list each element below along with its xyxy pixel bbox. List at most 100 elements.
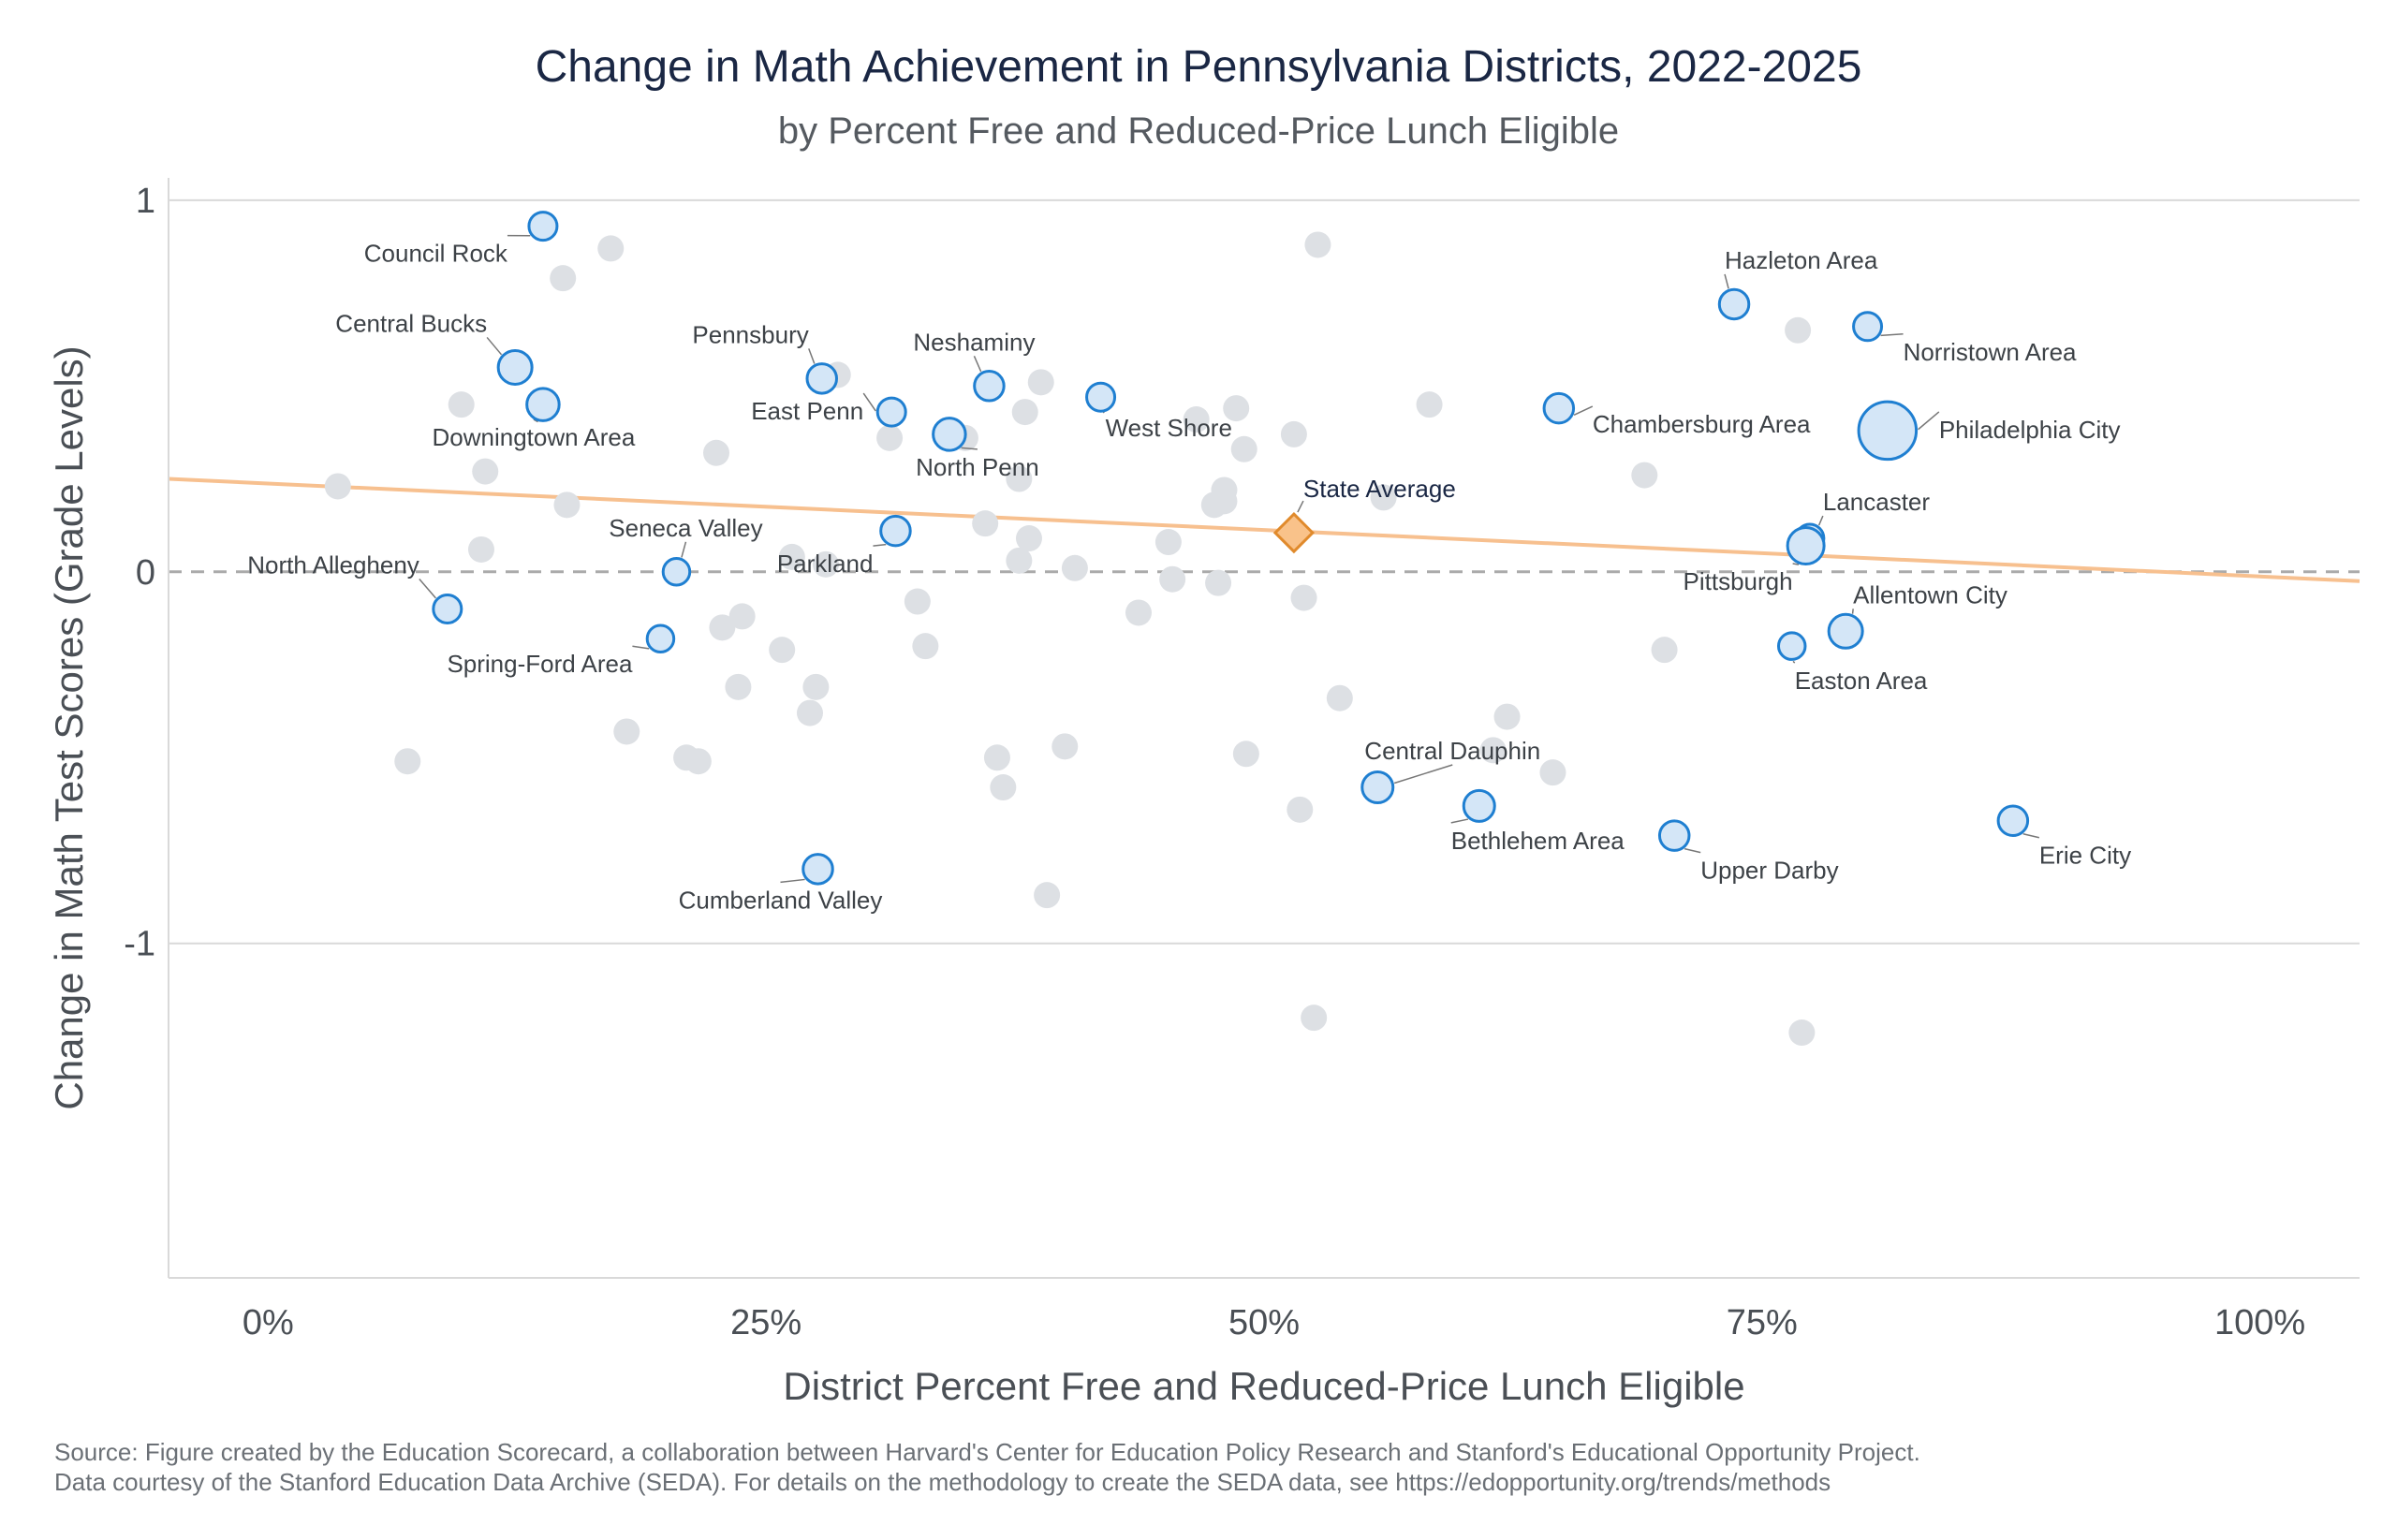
district-point <box>972 510 999 537</box>
leader-line <box>1880 333 1904 337</box>
x-tick-label: 100% <box>2214 1303 2305 1342</box>
district-point-highlighted <box>1657 819 1691 852</box>
district-point <box>1785 316 1812 344</box>
state-average-marker <box>1272 511 1316 554</box>
source-line-2: Data courtesy of the Stanford Education … <box>54 1468 1831 1496</box>
district-point <box>1370 484 1397 511</box>
district-point <box>912 633 939 660</box>
district-point <box>1125 599 1152 626</box>
y-tick-label: 1 <box>136 182 155 221</box>
district-label: Spring-Ford Area <box>447 650 633 678</box>
leader-line <box>419 578 436 599</box>
x-tick-label: 25% <box>730 1303 801 1342</box>
chart-title: Change in Math Achievement in Pennsylvan… <box>535 42 1862 92</box>
background-points <box>324 231 1816 1047</box>
district-point <box>1154 529 1182 556</box>
district-point <box>324 473 351 500</box>
district-point <box>703 439 729 466</box>
leader-line <box>1393 764 1453 785</box>
district-point-highlighted <box>496 348 534 386</box>
district-point <box>472 458 499 485</box>
district-point <box>613 718 640 745</box>
district-label: West Shore <box>1106 414 1232 442</box>
district-point <box>1061 554 1088 581</box>
district-point <box>1027 369 1054 396</box>
district-label: Erie City <box>2039 842 2131 870</box>
district-label: Cumberland Valley <box>679 886 883 914</box>
district-point <box>1006 465 1033 492</box>
district-point <box>1416 391 1443 418</box>
district-point <box>1006 547 1033 574</box>
district-point-highlighted <box>879 514 912 548</box>
district-point <box>728 603 756 630</box>
district-point <box>1651 637 1678 664</box>
leader-line <box>1684 847 1701 854</box>
district-point-highlighted <box>1462 788 1496 823</box>
district-point <box>1232 741 1259 768</box>
district-point <box>1159 565 1186 593</box>
district-point <box>1788 1019 1816 1047</box>
district-point-highlighted <box>1776 631 1807 661</box>
district-point <box>1034 882 1061 909</box>
leader-lines <box>419 234 2040 884</box>
district-point-highlighted <box>1542 391 1576 425</box>
district-point <box>778 543 805 570</box>
leader-line <box>1918 411 1940 431</box>
trend-line <box>168 477 2360 583</box>
district-label: Neshaminy <box>913 328 1035 356</box>
district-point <box>448 391 475 418</box>
x-tick-label: 50% <box>1228 1303 1300 1342</box>
district-point <box>1304 231 1331 258</box>
district-point <box>813 550 839 578</box>
district-point <box>1479 737 1507 764</box>
axes: 1 0 -1 0% 25% 50% 75% 100% District Percent Free… <box>47 178 2360 1408</box>
district-label: North Allegheny <box>247 550 419 579</box>
y-tick-label: -1 <box>124 925 155 964</box>
district-point <box>550 265 577 292</box>
leader-line <box>873 543 887 547</box>
leader-line <box>1724 273 1729 289</box>
district-point-highlighted <box>661 557 692 587</box>
leader-line <box>780 878 805 884</box>
district-point <box>769 637 796 664</box>
district-point <box>597 235 625 262</box>
district-label: Bethlehem Area <box>1451 827 1625 855</box>
district-point <box>1290 584 1317 611</box>
district-label: Central Bucks <box>335 309 487 337</box>
district-point <box>1493 703 1521 730</box>
district-point-highlighted <box>1996 804 2030 837</box>
leader-line <box>1573 405 1594 417</box>
x-axis-title: District Percent Free and Reduced-Price … <box>783 1364 1744 1408</box>
leader-line <box>1851 609 1854 614</box>
leader-line <box>862 392 876 412</box>
district-label: Upper Darby <box>1700 857 1838 885</box>
leader-line <box>1297 500 1304 513</box>
district-point <box>904 588 931 615</box>
district-point-highlighted <box>527 211 559 242</box>
leader-line <box>973 355 982 373</box>
district-label: Chambersburg Area <box>1593 410 1811 438</box>
district-point <box>1223 395 1250 422</box>
district-point <box>1011 399 1038 426</box>
x-tick-label: 0% <box>243 1303 294 1342</box>
district-point <box>1211 477 1238 504</box>
leader-line <box>961 447 978 450</box>
district-point <box>1539 759 1566 786</box>
leader-line <box>681 541 687 558</box>
district-point <box>1301 1005 1328 1032</box>
district-point <box>1326 684 1353 711</box>
district-point-highlighted <box>875 396 907 428</box>
district-point-highlighted <box>805 362 838 395</box>
district-point <box>709 614 736 641</box>
leader-line <box>1792 660 1796 664</box>
leader-line <box>1450 818 1469 824</box>
leader-line <box>1792 563 1800 565</box>
district-point-highlighted <box>1852 311 1884 343</box>
district-label: Seneca Valley <box>609 514 762 542</box>
district-label: Parkland <box>777 550 874 578</box>
district-point <box>1205 569 1232 596</box>
y-tick-label: 0 <box>136 553 155 593</box>
leader-line <box>1817 515 1824 526</box>
highlighted-points <box>432 211 2030 886</box>
